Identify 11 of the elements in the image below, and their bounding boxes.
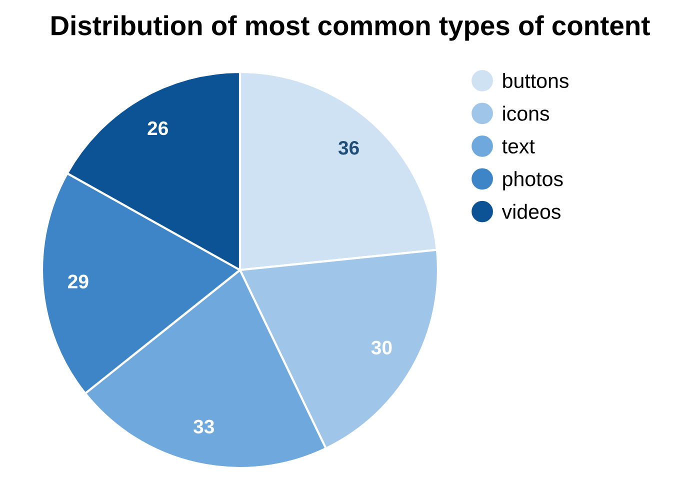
data-label: 33 (194, 420, 214, 434)
legend-label: videos (502, 204, 560, 220)
data-label: 29 (68, 274, 88, 288)
legend-label: photos (503, 171, 563, 190)
legend-label: text (502, 140, 535, 154)
data-label: 30 (371, 340, 392, 355)
data-label: 26 (148, 121, 168, 136)
legend-label: icons (503, 106, 550, 121)
data-label: 36 (338, 140, 359, 155)
legend-label: buttons (503, 73, 568, 88)
chart-title: Distribution of most common types of content (52, 15, 650, 41)
